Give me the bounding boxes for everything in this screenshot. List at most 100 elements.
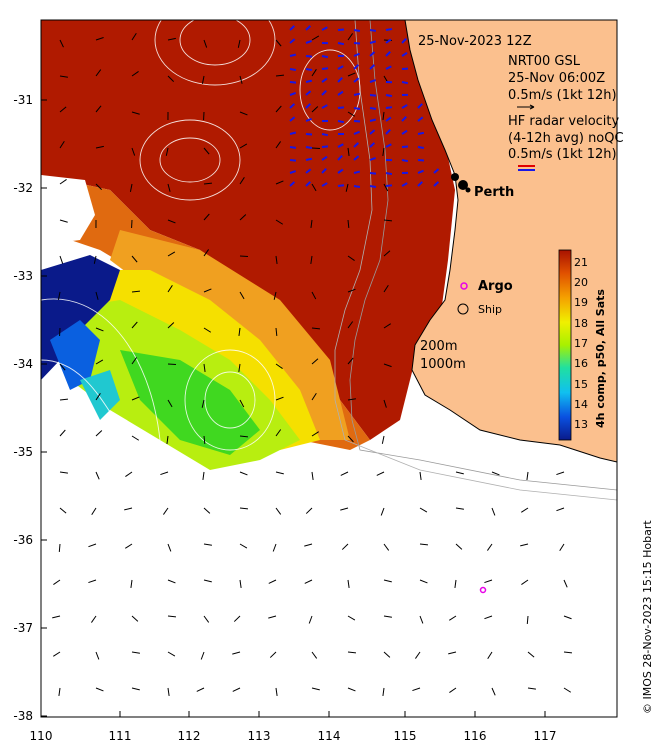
model-arrow [200,651,205,660]
sst-field [41,20,617,717]
hf-arrow [337,42,345,46]
model-arrow [58,687,61,696]
model-arrow [491,687,496,696]
hf-arrow [321,155,328,161]
model-arrow [59,255,64,264]
y-tick-label: -31 [13,93,33,107]
model-arrow [563,615,572,620]
hf-arrow [401,182,408,187]
model-arrow [448,651,457,655]
model-arrow [95,291,99,300]
model-arrow [347,147,350,156]
model-arrow [59,179,67,185]
model-arrow [239,111,248,116]
hf-arrow [305,39,312,44]
model-arrow [93,255,97,264]
perth-marker [465,187,471,193]
axis-ticks [40,99,546,717]
hf-arrow [353,170,361,174]
model-arrow [383,183,389,192]
model-arrow [455,507,464,510]
model-arrow [131,111,140,115]
model-arrow [203,39,208,48]
hf-arrow [417,181,424,187]
model-arrow [449,687,457,693]
model-arrow [275,363,283,369]
hf-arrow [305,90,312,96]
hf-arrow [385,106,393,109]
hf-arrow [369,79,376,83]
x-tick-label: 115 [394,729,417,743]
model-arrow [275,180,284,185]
model-arrow [275,327,278,337]
hf-arrow [385,184,393,187]
hf-arrow [305,25,312,31]
model-arrow [167,651,176,657]
y-tick-label: -34 [13,357,33,371]
hf-arrow [289,91,296,96]
model-arrow [563,579,568,588]
colorbar-tick: 16 [574,357,588,370]
model-arrow [59,363,66,371]
model-arrow [311,35,320,41]
hf-arrow [337,184,345,187]
model-arrow [347,321,354,329]
hf-title-line2: (4-12h avg) noQC [508,131,624,146]
model-arrow [556,471,565,476]
hf-arrow [337,65,344,70]
model-arrow [131,71,139,77]
model-arrow [203,147,210,155]
model-arrow [383,543,390,551]
model-arrow [311,393,317,401]
model-arrow [527,687,536,690]
model-arrow [311,183,317,192]
hf-arrow [353,77,360,83]
model-arrow [347,72,356,77]
model-arrow [52,615,61,619]
model-arrow [167,75,175,82]
model-arrow [272,543,277,552]
model-arrow [167,543,172,552]
model-arrow [380,507,385,516]
colorbar-tick: 19 [574,296,588,309]
model-arrow [131,687,140,691]
model-arrow [95,37,104,41]
argo-float-marker [479,586,487,594]
island [451,173,459,181]
model-arrow [59,106,67,113]
hf-arrow [417,103,423,109]
ship-legend-marker [457,303,469,315]
hf-arrow [353,155,360,161]
model-arrow [239,291,245,300]
model-arrow [239,177,245,185]
model-arrow [88,579,97,584]
hf-arrow [385,172,393,176]
colorbar-tick: 21 [574,256,588,269]
hf-arrow [369,94,377,97]
hf-arrow [321,104,328,109]
y-tick-label: -32 [13,181,33,195]
model-arrow [305,507,313,514]
model-arrow [239,399,245,408]
model-arrow [526,615,529,625]
model-scale: 0.5m/s (1kt 12h) [508,88,617,103]
model-arrow [203,249,210,257]
hf-arrow [401,104,408,109]
hf-arrow [289,81,297,84]
model-arrow [167,615,177,618]
hf-arrow [321,168,327,174]
model-arrow [239,75,243,84]
model-arrow [419,579,428,584]
model-arrow [275,507,282,515]
hf-arrow [305,157,313,161]
model-arrow [163,507,169,515]
city-label-perth: Perth [474,185,514,200]
hf-arrow [369,40,377,44]
hf-arrow [417,116,424,122]
hf-arrow [369,185,377,188]
model-arrow [130,579,133,588]
model-arrow [167,322,175,329]
model-arrow [167,579,176,584]
hf-arrow [401,81,409,85]
model-arrow [526,471,529,480]
